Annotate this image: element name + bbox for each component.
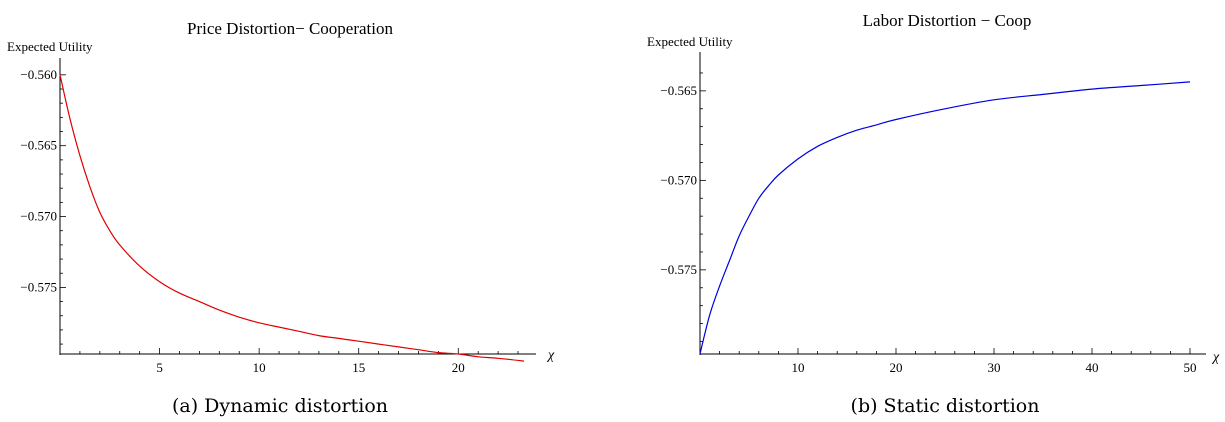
caption: (a) Dynamic distortion [172,395,388,417]
x-tick-label: 40 [1086,360,1099,375]
series-line [699,81,1191,355]
caption: (b) Static distortion [851,395,1040,417]
x-tick-label: 50 [1184,360,1197,375]
axes [699,52,1206,355]
chart-title: Price Distortion− Cooperation [187,19,394,38]
ticks: 5 10 15 20 −0.560 −0.565 −0.570 −0.575 [20,67,519,375]
y-axis-label: Expected Utility [7,39,93,54]
y-axis-label: Expected Utility [647,34,733,49]
x-axis-label: χ [546,348,555,363]
y-tick-label: −0.565 [660,83,697,98]
y-tick-label: −0.570 [660,172,697,187]
series-line [59,74,525,362]
chart-title: Labor Distortion − Coop [863,11,1032,30]
plot-area [59,74,525,362]
y-tick-label: −0.575 [660,262,697,277]
plot-area [699,81,1191,355]
x-tick-label: 15 [352,360,365,375]
x-tick-label: 30 [988,360,1001,375]
chart-panel-a: Price Distortion− Cooperation Expected U… [7,19,555,417]
y-tick-label: −0.570 [20,209,57,224]
x-tick-label: 10 [792,360,805,375]
y-tick-label: −0.565 [20,138,57,153]
x-tick-label: 10 [253,360,266,375]
x-tick-label: 20 [452,360,465,375]
ticks: 10 20 30 40 50 −0.565 −0.570 −0.575 [660,72,1197,375]
x-axis-label: χ [1211,350,1220,365]
x-tick-label: 20 [890,360,903,375]
axes [59,58,536,355]
y-tick-label: −0.575 [20,279,57,294]
y-tick-label: −0.560 [20,67,57,82]
chart-panel-b: Labor Distortion − Coop Expected Utility… [647,11,1220,417]
x-tick-label: 5 [156,360,163,375]
